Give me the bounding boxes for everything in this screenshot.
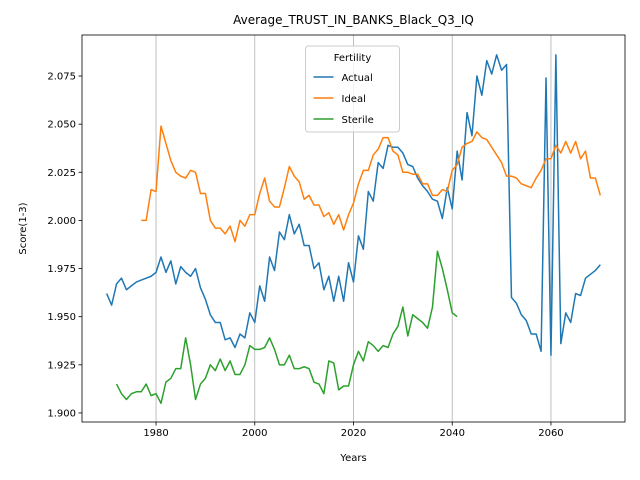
- y-tick-label: 1.925: [47, 360, 76, 371]
- legend-label: Ideal: [342, 94, 366, 105]
- y-tick-label: 1.900: [47, 408, 76, 419]
- legend-title: Fertility: [334, 53, 372, 64]
- x-tick-label: 2040: [440, 428, 465, 439]
- y-tick-label: 2.050: [47, 120, 76, 131]
- x-tick-label: 2000: [242, 428, 267, 439]
- data-line: [105, 54, 601, 356]
- x-tick-label: 1980: [143, 428, 168, 439]
- plot-frame: [81, 34, 626, 423]
- x-axis-label: Years: [339, 453, 366, 464]
- x-tick-label: 2020: [341, 428, 366, 439]
- data-line: [115, 250, 458, 405]
- legend: Fertility Actual Ideal Sterile: [305, 45, 400, 133]
- y-tick-label: 2.025: [47, 168, 76, 179]
- legend-label: Sterile: [342, 115, 374, 126]
- chart-title: Average_TRUST_IN_BANKS_Black_Q3_IQ: [233, 13, 474, 27]
- legend-box: [305, 45, 400, 133]
- y-tick-label: 1.950: [47, 312, 76, 323]
- legend-label: Actual: [342, 73, 373, 84]
- x-tick-label: 2060: [538, 428, 563, 439]
- y-tick-label: 2.000: [47, 216, 76, 227]
- y-tick-label: 2.075: [47, 72, 76, 83]
- y-axis-label: Score(1-3): [18, 202, 29, 254]
- data-line: [141, 125, 602, 243]
- y-tick-label: 1.975: [47, 264, 76, 275]
